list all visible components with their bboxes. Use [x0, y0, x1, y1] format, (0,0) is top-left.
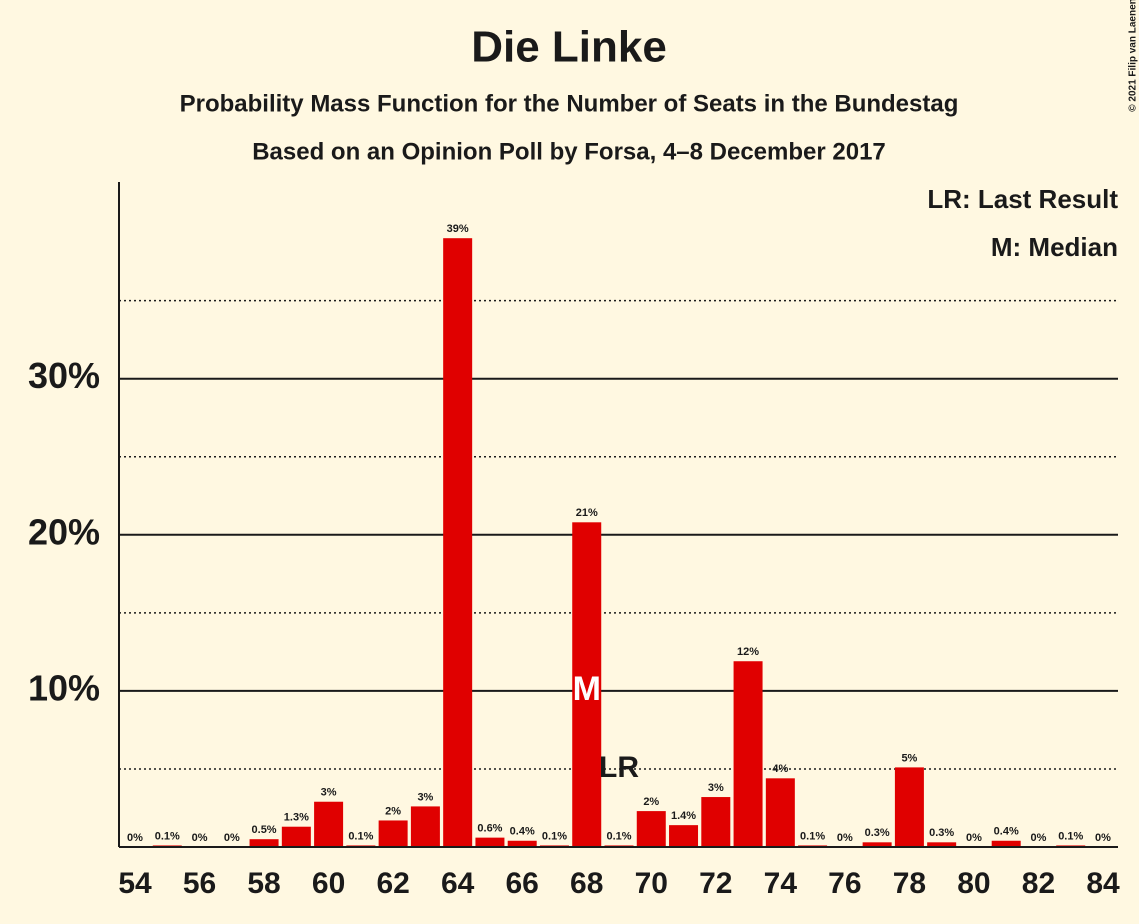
- value-label: 2%: [385, 805, 401, 817]
- value-label: 1.3%: [284, 812, 309, 824]
- value-label: 3%: [708, 782, 724, 794]
- bar: [991, 840, 1021, 847]
- value-label: 5%: [901, 752, 917, 764]
- value-label: 0.1%: [542, 830, 567, 842]
- value-label: 0.1%: [1058, 830, 1083, 842]
- legend-entry: M: Median: [991, 232, 1118, 262]
- value-label: 39%: [447, 223, 469, 235]
- x-tick-label: 56: [183, 867, 216, 900]
- bar: [443, 238, 473, 847]
- last-result-marker: LR: [599, 751, 639, 784]
- value-label: 0%: [224, 832, 240, 844]
- value-label: 0.1%: [606, 830, 631, 842]
- bar: [862, 842, 892, 847]
- median-marker: M: [573, 670, 601, 708]
- value-label: 0%: [837, 832, 853, 844]
- x-tick-label: 58: [247, 867, 280, 900]
- bar: [378, 820, 408, 847]
- value-label: 0.1%: [348, 830, 373, 842]
- x-tick-label: 80: [957, 867, 990, 900]
- bar: [249, 839, 279, 847]
- x-tick-label: 82: [1022, 867, 1055, 900]
- x-tick-label: 78: [893, 867, 926, 900]
- value-label: 2%: [643, 796, 659, 808]
- x-tick-label: 72: [699, 867, 732, 900]
- value-label: 0%: [1031, 832, 1047, 844]
- chart-subtitle: Based on an Opinion Poll by Forsa, 4–8 D…: [252, 138, 886, 165]
- value-label: 3%: [321, 787, 337, 799]
- x-tick-label: 76: [828, 867, 861, 900]
- value-label: 21%: [576, 507, 598, 519]
- value-label: 0.3%: [865, 827, 890, 839]
- value-label: 0.1%: [800, 830, 825, 842]
- bar: [507, 840, 537, 847]
- bar: [733, 661, 763, 847]
- value-label: 0.1%: [155, 830, 180, 842]
- value-label: 3%: [417, 791, 433, 803]
- copyright: © 2021 Filip van Laenen: [1128, 0, 1139, 112]
- x-tick-label: 70: [635, 867, 668, 900]
- bar: [701, 797, 731, 847]
- value-label: 0.3%: [929, 827, 954, 839]
- bar: [927, 842, 957, 847]
- chart-title: Die Linke: [471, 23, 667, 72]
- x-tick-label: 84: [1086, 867, 1120, 900]
- value-label: 0.4%: [994, 826, 1019, 838]
- x-tick-label: 64: [441, 867, 475, 900]
- legend-entry: LR: Last Result: [927, 184, 1118, 214]
- bar: [636, 811, 666, 847]
- x-tick-label: 66: [506, 867, 539, 900]
- value-label: 0.5%: [252, 824, 277, 836]
- bar: [572, 522, 602, 847]
- bar: [281, 826, 311, 847]
- bar: [410, 806, 440, 847]
- x-tick-label: 62: [376, 867, 409, 900]
- bar: [765, 778, 795, 847]
- y-tick-label: 10%: [28, 667, 100, 708]
- y-tick-label: 20%: [28, 511, 100, 552]
- bar: [314, 801, 344, 847]
- y-tick-label: 30%: [28, 355, 100, 396]
- value-label: 0%: [1095, 832, 1111, 844]
- value-label: 1.4%: [671, 810, 696, 822]
- bar: [669, 825, 699, 847]
- bar: [475, 837, 505, 847]
- value-label: 4%: [772, 763, 788, 775]
- bar: [894, 767, 924, 847]
- chart-subtitle: Probability Mass Function for the Number…: [180, 90, 959, 117]
- x-tick-label: 68: [570, 867, 603, 900]
- value-label: 0.6%: [477, 823, 502, 835]
- value-label: 0.4%: [510, 826, 535, 838]
- x-tick-label: 74: [764, 867, 798, 900]
- x-tick-label: 54: [118, 867, 152, 900]
- value-label: 12%: [737, 646, 759, 658]
- value-label: 0%: [966, 832, 982, 844]
- x-tick-label: 60: [312, 867, 345, 900]
- value-label: 0%: [127, 832, 143, 844]
- value-label: 0%: [192, 832, 208, 844]
